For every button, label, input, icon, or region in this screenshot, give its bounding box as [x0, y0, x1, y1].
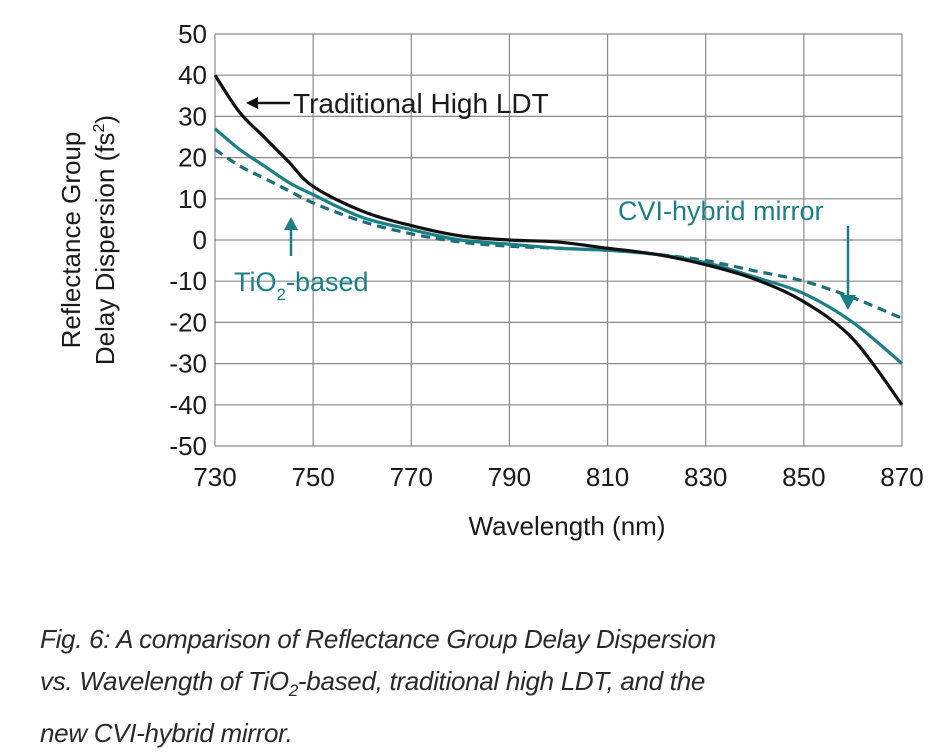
arrowhead-icon [246, 97, 258, 109]
x-tick-label: 750 [291, 462, 334, 492]
x-tick-label: 730 [193, 462, 236, 492]
x-tick-label: 870 [880, 462, 923, 492]
caption-line-2: vs. Wavelength of TiO2-based, traditiona… [40, 666, 706, 700]
y-tick-label: 0 [193, 225, 207, 255]
x-tick-label: 790 [488, 462, 531, 492]
arrowhead-icon [840, 295, 856, 310]
y-tick-label: 30 [178, 101, 207, 131]
y-tick-label: 40 [178, 60, 207, 90]
y-tick-label: -10 [169, 266, 207, 296]
x-tick-label: 770 [390, 462, 433, 492]
y-tick-label: 10 [178, 184, 207, 214]
y-tick-label: -20 [169, 307, 207, 337]
y-tick-label: 50 [178, 19, 207, 49]
y-axis-label: Reflectance Group Delay Dispersion (fs2) [56, 115, 120, 365]
y-tick-label: -50 [169, 431, 207, 461]
y-axis-label-line2: Delay Dispersion (fs2) [90, 115, 120, 365]
y-tick-labels: 50 40 30 20 10 0 -10 -20 -30 -40 -50 [169, 19, 207, 461]
y-tick-label: -40 [169, 390, 207, 420]
x-tick-label: 830 [684, 462, 727, 492]
annotation-tio2: TiO2-based [234, 217, 369, 304]
figure-caption: Fig. 6: A comparison of Reflectance Grou… [40, 618, 716, 754]
annotation-cvi-label: CVI-hybrid mirror [618, 196, 824, 226]
y-tick-label: -30 [169, 349, 207, 379]
series-line-tio2-based [213, 127, 904, 365]
y-tick-label: 20 [178, 143, 207, 173]
series-line-cvi-hybrid-mirror [214, 148, 903, 320]
series-line-traditional-high-ldt [213, 74, 904, 406]
x-axis-label: Wavelength (nm) [469, 511, 666, 541]
annotation-tio2-label: TiO2-based [234, 267, 369, 304]
y-axis-label-line1: Reflectance Group [56, 132, 86, 349]
grid [214, 33, 903, 447]
x-tick-label: 810 [586, 462, 629, 492]
x-tick-labels: 730 750 770 790 810 830 850 870 [193, 462, 923, 492]
x-tick-label: 850 [782, 462, 825, 492]
series-lines [213, 74, 904, 406]
annotation-traditional-label: Traditional High LDT [293, 88, 549, 119]
annotation-traditional: Traditional High LDT [246, 88, 549, 119]
caption-line-1: Fig. 6: A comparison of Reflectance Grou… [40, 624, 716, 654]
annotation-cvi: CVI-hybrid mirror [618, 196, 856, 310]
arrowhead-icon [284, 217, 298, 230]
caption-line-3: new CVI-hybrid mirror. [40, 718, 293, 748]
